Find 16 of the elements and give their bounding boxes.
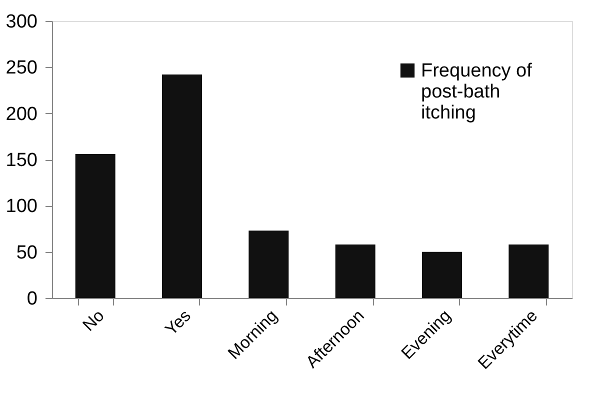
bar [508, 244, 549, 298]
y-tick-label: 250 [6, 58, 38, 79]
y-tick-label: 150 [6, 150, 38, 171]
legend-label: Frequency of post-bath itching [421, 60, 533, 124]
y-tick-label: 200 [6, 104, 38, 125]
x-tick-label: Yes [161, 306, 195, 340]
y-tick-label: 100 [6, 196, 38, 218]
bar [248, 230, 289, 298]
x-tick-label: No [79, 306, 108, 335]
bar [162, 74, 202, 298]
y-tick-label: 50 [16, 242, 38, 264]
y-tick-label: 0 [26, 288, 38, 310]
y-tick-label: 300 [6, 12, 38, 32]
bar [335, 244, 376, 298]
bar [75, 154, 116, 298]
bar [422, 252, 462, 298]
